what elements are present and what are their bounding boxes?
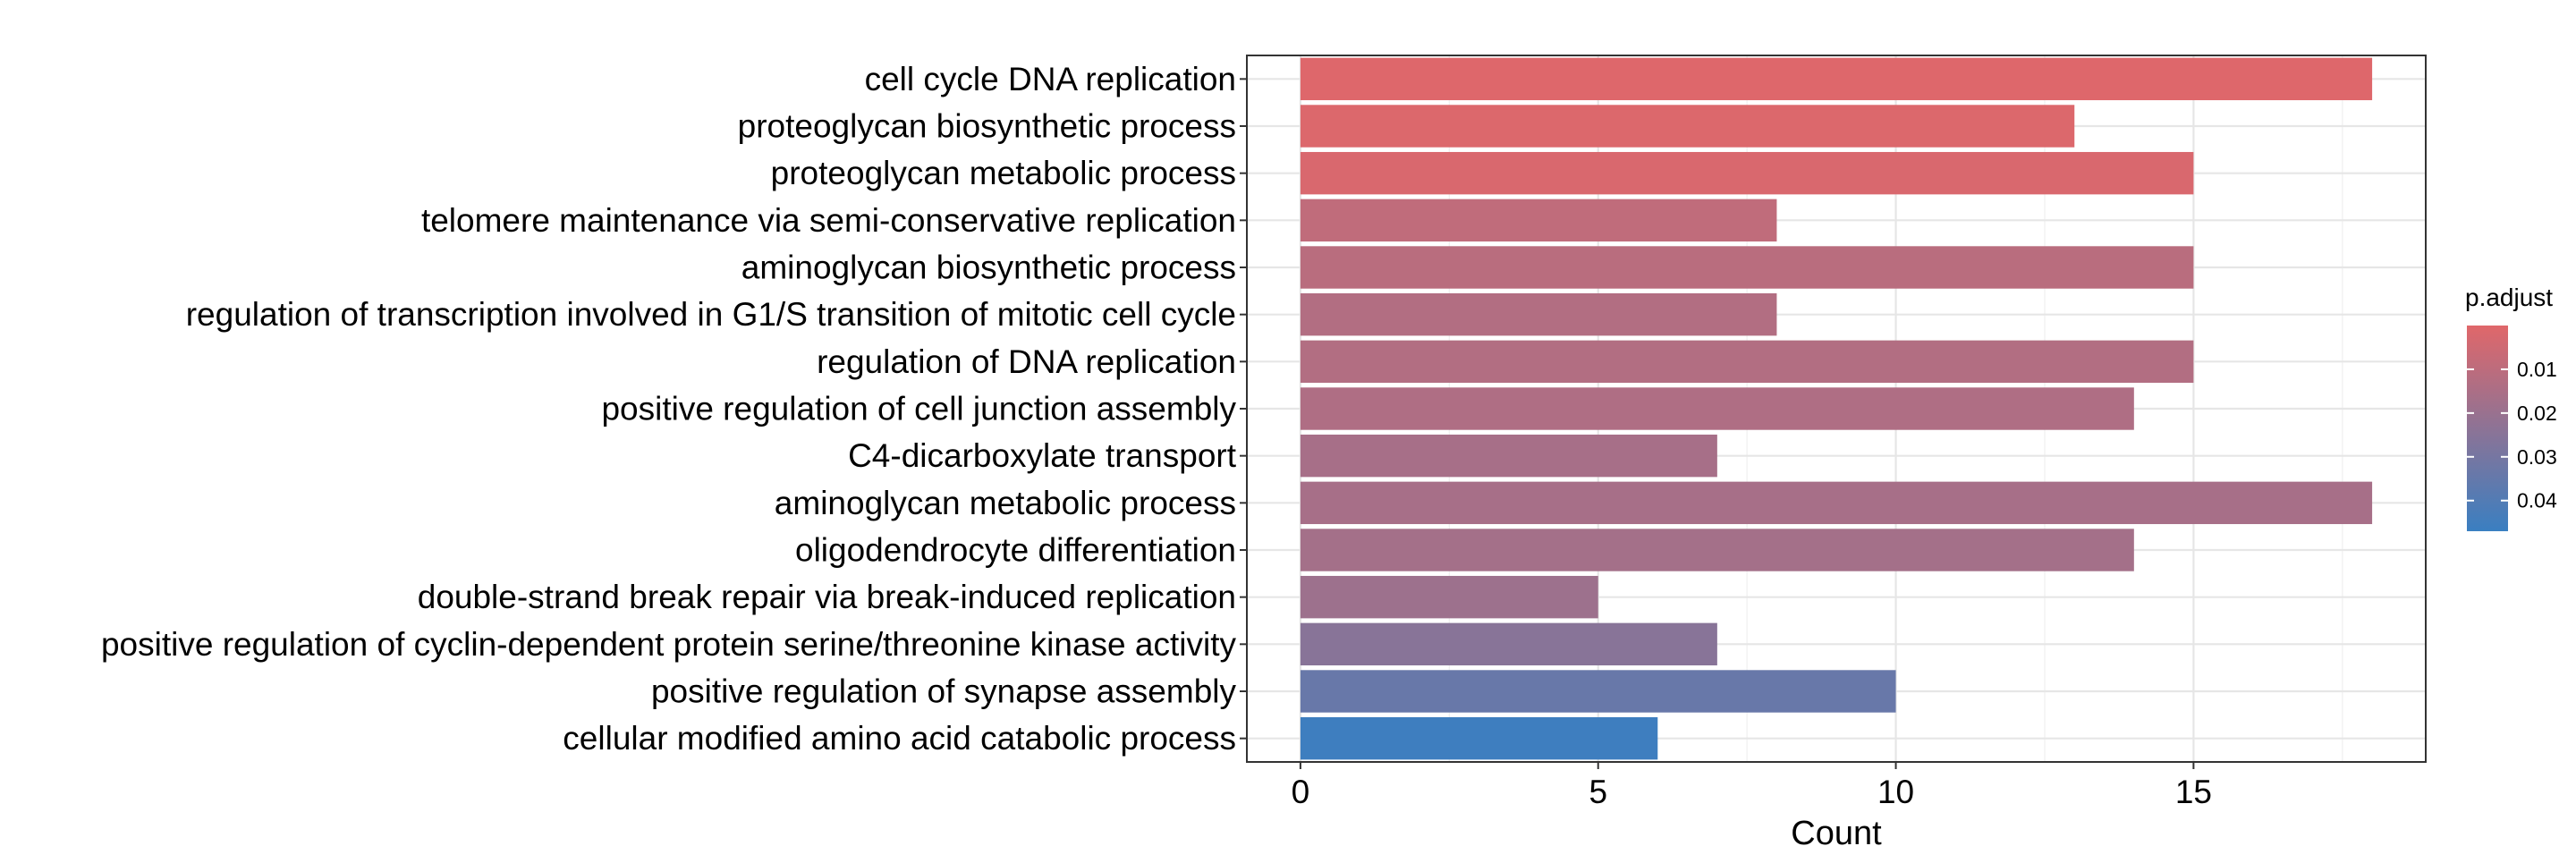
bar [1300, 670, 1896, 713]
legend-colorbar [2467, 326, 2508, 531]
y-tick-label: C4-dicarboxylate transport [848, 437, 1237, 474]
y-tick-label: oligodendrocyte differentiation [795, 532, 1236, 569]
y-tick-label: telomere maintenance via semi-conservati… [421, 202, 1236, 239]
y-tick-label: proteoglycan biosynthetic process [738, 108, 1236, 145]
y-tick-label: positive regulation of cell junction ass… [601, 391, 1236, 427]
bar [1300, 622, 1717, 666]
bar [1300, 387, 2134, 430]
y-tick-label: regulation of transcription involved in … [186, 296, 1236, 333]
legend-tick-label: 0.03 [2517, 445, 2557, 469]
bar [1300, 340, 2194, 384]
y-tick-label: aminoglycan metabolic process [775, 485, 1236, 521]
y-tick-label: positive regulation of synapse assembly [651, 673, 1237, 710]
legend-tick-label: 0.01 [2517, 358, 2557, 381]
y-tick-label: cell cycle DNA replication [865, 61, 1236, 97]
x-axis-title: Count [1791, 815, 1882, 852]
x-tick-label: 15 [2175, 774, 2212, 810]
bar [1300, 575, 1598, 619]
bar [1300, 292, 1777, 336]
bar [1300, 716, 1658, 760]
x-tick-label: 5 [1589, 774, 1607, 810]
bar [1300, 105, 2075, 148]
bar [1300, 529, 2134, 571]
x-tick-label: 0 [1292, 774, 1310, 810]
bar [1300, 481, 2373, 525]
y-tick-label: double-strand break repair via break-ind… [418, 579, 1236, 615]
y-tick-label: proteoglycan metabolic process [771, 155, 1236, 191]
bar [1300, 434, 1717, 478]
legend-tick-label: 0.02 [2517, 402, 2557, 425]
x-tick-label: 10 [1877, 774, 1914, 810]
y-tick-label: positive regulation of cyclin-dependent … [101, 626, 1237, 663]
bar [1300, 199, 1777, 242]
bar [1300, 246, 2194, 289]
y-tick-label: aminoglycan biosynthetic process [741, 250, 1236, 286]
bar [1300, 57, 2373, 101]
bar [1300, 151, 2194, 195]
y-tick-label: regulation of DNA replication [817, 343, 1236, 380]
legend-tick-label: 0.04 [2517, 489, 2557, 512]
y-tick-label: cellular modified amino acid catabolic p… [563, 720, 1236, 757]
legend-title: p.adjust [2465, 283, 2553, 311]
